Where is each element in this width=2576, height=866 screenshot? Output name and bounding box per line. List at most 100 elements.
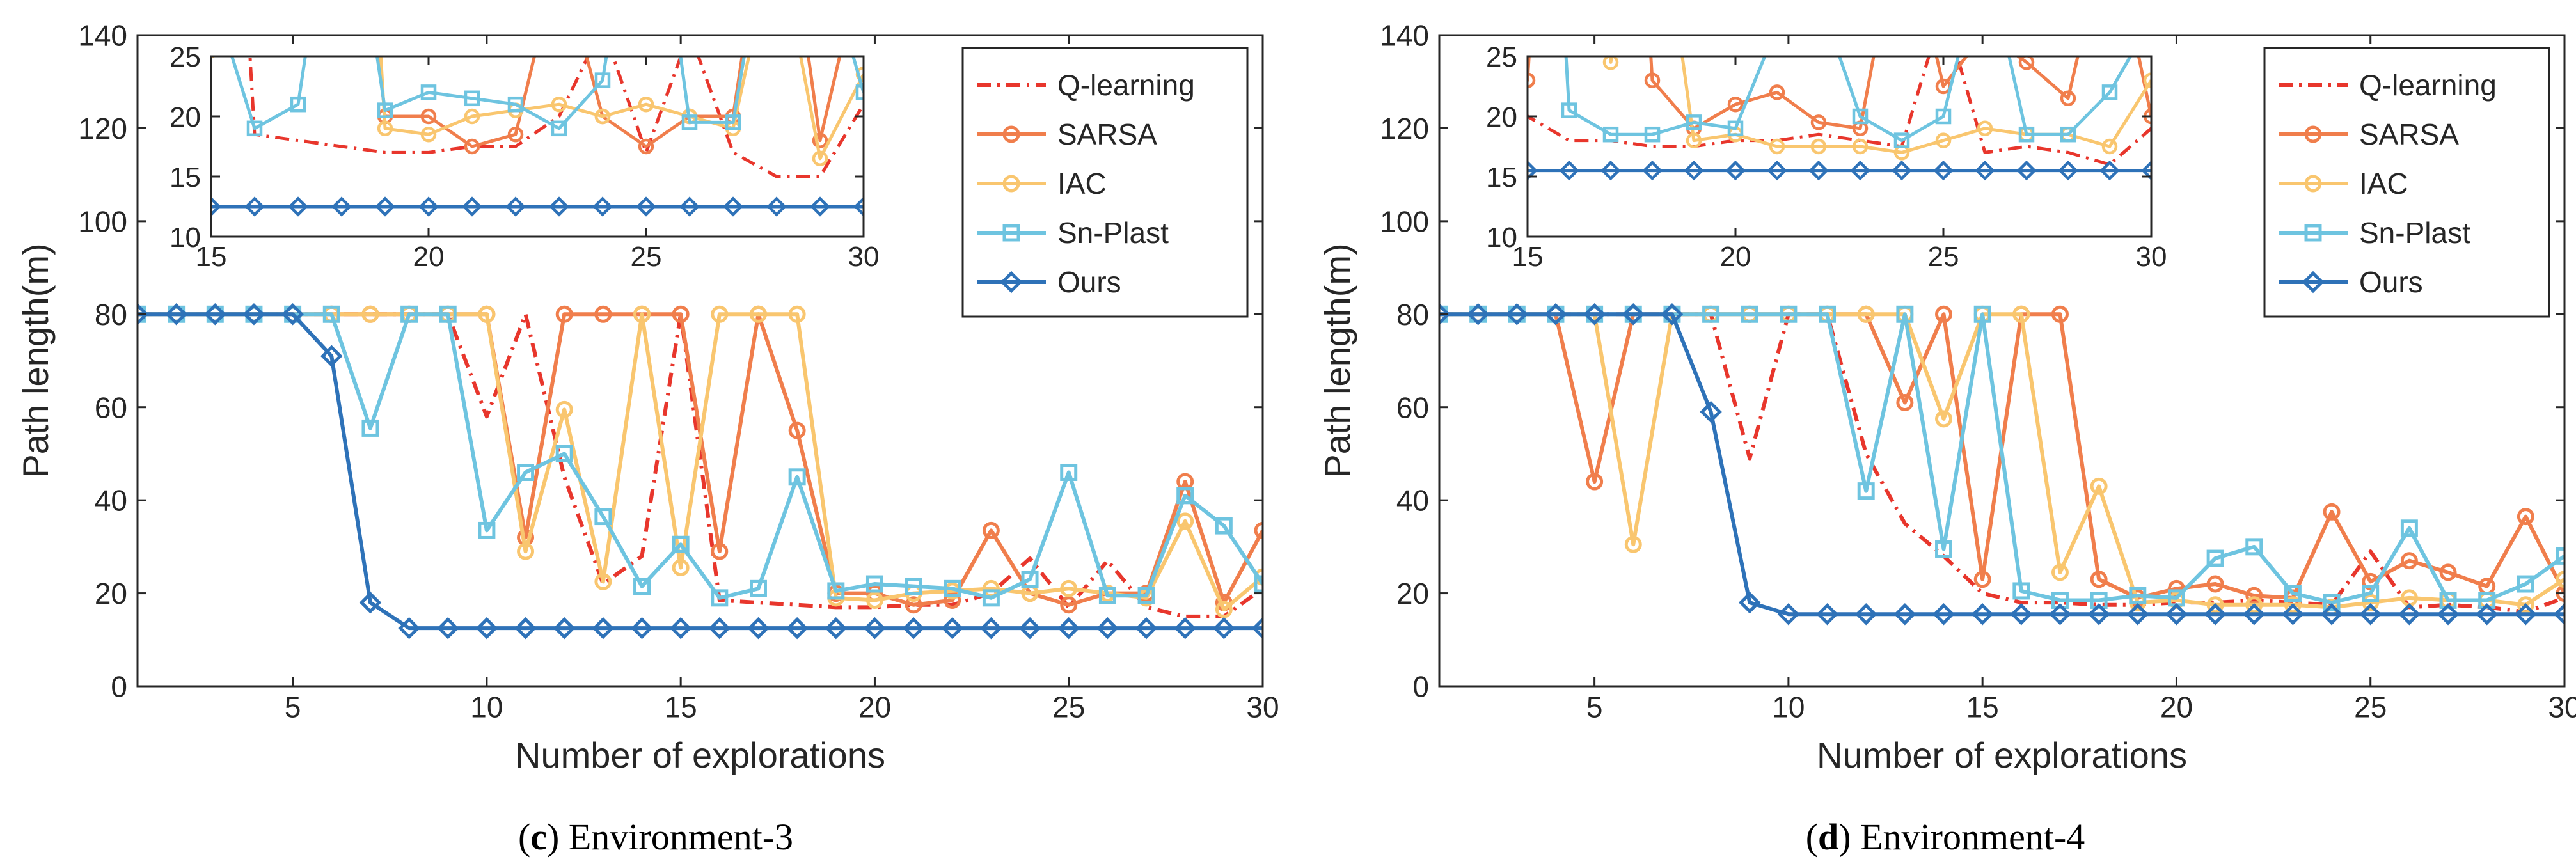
data-point-sn-plast	[982, 589, 1000, 607]
data-point-iac	[1060, 579, 1078, 597]
inset-x-tick-label: 20	[413, 241, 445, 272]
data-point-iac	[788, 305, 806, 323]
inset-data-point-ours	[505, 196, 526, 217]
data-point-iac	[672, 559, 690, 577]
data-point-sn-plast	[555, 445, 573, 462]
data-point-iac	[2012, 305, 2030, 323]
inset-data-point-ours	[1850, 160, 1870, 181]
inset-axes-frame	[210, 55, 865, 238]
data-point-sn-plast	[1741, 305, 1758, 323]
data-point-sn-plast	[1098, 587, 1116, 604]
data-point-sn-plast	[594, 508, 612, 526]
legend-marker	[2304, 224, 2322, 242]
x-tick-label: 10	[1772, 690, 1805, 723]
data-point-sarsa	[2517, 508, 2534, 526]
inset-data-point-ours	[331, 196, 352, 217]
data-point-ours	[1213, 617, 1235, 640]
data-point-iac	[2245, 596, 2263, 614]
data-point-iac	[633, 305, 651, 323]
data-point-ours	[1544, 303, 1567, 326]
y-tick-label: 60	[95, 391, 127, 424]
series-line-ours	[138, 312, 1263, 631]
data-point-sarsa	[1060, 596, 1078, 614]
data-point-sn-plast	[827, 582, 845, 600]
data-point-ours	[631, 617, 653, 640]
legend-label: Sn-Plast	[1057, 216, 1169, 249]
data-point-ours	[2476, 603, 2498, 626]
x-tick-label: 30	[1246, 690, 1279, 723]
data-point-sn-plast	[1060, 464, 1078, 481]
y-tick-label: 60	[1396, 391, 1429, 424]
data-point-sarsa	[2206, 575, 2224, 593]
data-point-iac	[517, 542, 535, 560]
x-axis-label: Number of explorations	[515, 735, 885, 775]
inset-data-point-sn-plast	[464, 90, 480, 107]
data-point-ours	[165, 303, 187, 326]
inset-data-point-sn-plast	[1852, 108, 1869, 125]
data-point-sarsa	[711, 542, 729, 560]
data-point-sn-plast	[1973, 305, 1991, 323]
data-point-sn-plast	[1702, 305, 1720, 323]
data-point-sarsa	[1896, 393, 1914, 411]
data-point-sn-plast	[361, 419, 379, 437]
y-tick-label: 20	[1396, 577, 1429, 610]
inset-data-point-iac	[1852, 138, 1869, 155]
data-point-ours	[941, 617, 964, 640]
data-point-sarsa	[2245, 587, 2263, 604]
inset-y-tick-label: 25	[170, 42, 201, 73]
data-point-ours	[980, 617, 1002, 640]
inset-data-point-sn-plast	[1561, 102, 1577, 118]
y-tick-label: 100	[1380, 205, 1429, 238]
legend-label: SARSA	[1057, 118, 1157, 151]
y-tick-label: 100	[78, 205, 127, 238]
inset-data-point-sn-plast	[1727, 120, 1744, 137]
y-tick-label: 120	[78, 112, 127, 145]
legend-marker	[2304, 125, 2322, 143]
inset-data-point-ours	[1975, 160, 1995, 181]
inset-data-point-sarsa	[420, 108, 437, 125]
data-point-iac	[2517, 596, 2534, 614]
legend-label: Ours	[1057, 265, 1121, 299]
data-point-ours	[1661, 303, 1684, 326]
series-group	[138, 303, 1263, 640]
inset-data-point-ours	[418, 196, 439, 217]
y-tick-label: 140	[78, 19, 127, 52]
inset-data-point-ours	[723, 196, 743, 217]
legend-label: SARSA	[2359, 118, 2459, 151]
data-point-ours	[1854, 603, 1877, 626]
inset-data-point-ours	[375, 196, 395, 217]
inset-data-point-ours	[679, 196, 700, 217]
data-point-sn-plast	[517, 464, 535, 481]
data-point-ours	[902, 617, 925, 640]
inset-series-group	[211, 56, 864, 217]
data-point-iac	[1857, 305, 1875, 323]
inset-data-point-sarsa	[2018, 56, 2035, 70]
inset-data-point-sn-plast	[594, 72, 611, 88]
data-point-iac	[361, 305, 379, 323]
data-point-ours	[1135, 617, 1158, 640]
data-point-iac	[750, 305, 767, 323]
data-point-ours	[708, 617, 731, 640]
inset-data-point-sn-plast	[1771, 20, 1783, 33]
inset-data-point-sn-plast	[681, 114, 698, 130]
data-point-iac	[2284, 596, 2302, 614]
y-tick-label: 0	[111, 670, 127, 704]
data-point-sn-plast	[400, 305, 418, 323]
data-point-iac	[1215, 601, 1233, 618]
data-point-iac	[711, 305, 729, 323]
inset-data-point-ours	[1767, 160, 1787, 181]
data-point-iac	[865, 592, 883, 609]
legend-label: Sn-Plast	[2359, 216, 2470, 249]
data-point-iac	[2051, 563, 2069, 581]
inset-data-point-ours	[1559, 160, 1579, 181]
inset-data-point-iac	[1977, 120, 1993, 137]
inset-data-point-sarsa	[1528, 72, 1536, 88]
y-tick-label: 80	[95, 298, 127, 331]
data-point-sn-plast	[633, 578, 651, 595]
data-point-sarsa	[2439, 563, 2457, 581]
legend-label: IAC	[1057, 167, 1107, 200]
inset-data-point-sn-plast	[1893, 132, 1910, 148]
data-point-sn-plast	[711, 589, 729, 607]
